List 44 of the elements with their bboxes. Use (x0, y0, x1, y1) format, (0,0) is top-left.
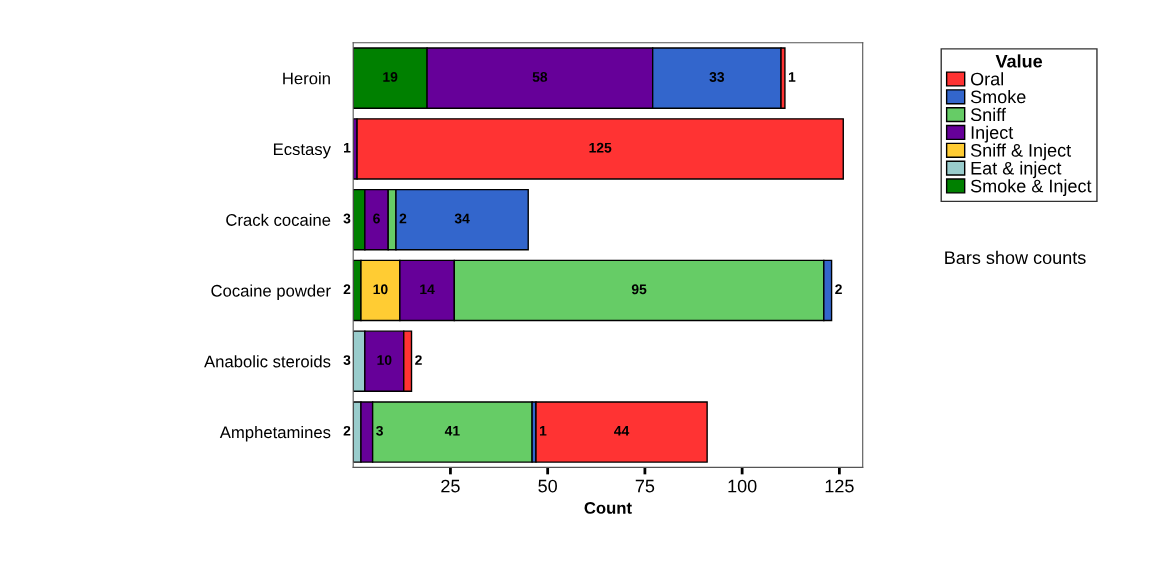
data-label: 125 (589, 142, 612, 153)
legend-label: Sniff & Inject (970, 143, 1072, 161)
data-label: 33 (709, 72, 725, 82)
data-label: 2 (399, 213, 407, 224)
legend-label: Sniff (970, 107, 1006, 122)
legend-label: Smoke & Inject (970, 179, 1092, 196)
data-label: 10 (377, 355, 392, 365)
data-label: 95 (631, 284, 647, 295)
data-label: 1 (344, 142, 351, 153)
legend-label: Smoke (970, 90, 1026, 104)
data-label: 1 (788, 72, 796, 82)
data-label: 2 (415, 355, 422, 365)
data-label: 19 (383, 72, 398, 82)
x-axis-title: Count (584, 502, 632, 514)
x-tick-label: 100 (728, 479, 757, 493)
data-label: 2 (343, 284, 351, 295)
data-label: 3 (376, 425, 383, 436)
x-tick-label: 25 (441, 479, 460, 493)
data-label: 3 (343, 213, 351, 224)
y-tick-label: Ecstasy (273, 143, 331, 159)
data-label: 1 (539, 426, 547, 436)
y-tick-label: Amphetamines (219, 425, 331, 442)
y-tick-label: Cocaine powder (211, 284, 331, 300)
data-label: 44 (614, 426, 630, 436)
x-tick-label: 125 (825, 479, 854, 493)
data-label: 2 (835, 284, 842, 295)
data-label: 41 (444, 426, 460, 436)
data-label: 3 (343, 355, 351, 365)
y-tick-label: Heroin (283, 72, 330, 85)
data-label: 14 (420, 284, 435, 295)
text: Bars show counts (945, 250, 1086, 265)
legend-title: Value (995, 54, 1043, 68)
y-tick-label: Crack cocaine (226, 213, 331, 226)
data-label: 6 (373, 213, 380, 224)
x-tick-label: 50 (538, 479, 557, 493)
legend-label: Oral (970, 72, 1004, 86)
x-tick-label: 75 (635, 479, 655, 493)
data-label: 34 (454, 213, 470, 224)
y-tick-label: Anabolic steroids (204, 355, 331, 368)
data-label: 2 (343, 425, 351, 436)
data-label: 10 (373, 284, 388, 295)
data-label: 58 (532, 72, 548, 82)
legend-label: Eat & inject (971, 161, 1062, 179)
legend-label: Inject (971, 125, 1014, 143)
